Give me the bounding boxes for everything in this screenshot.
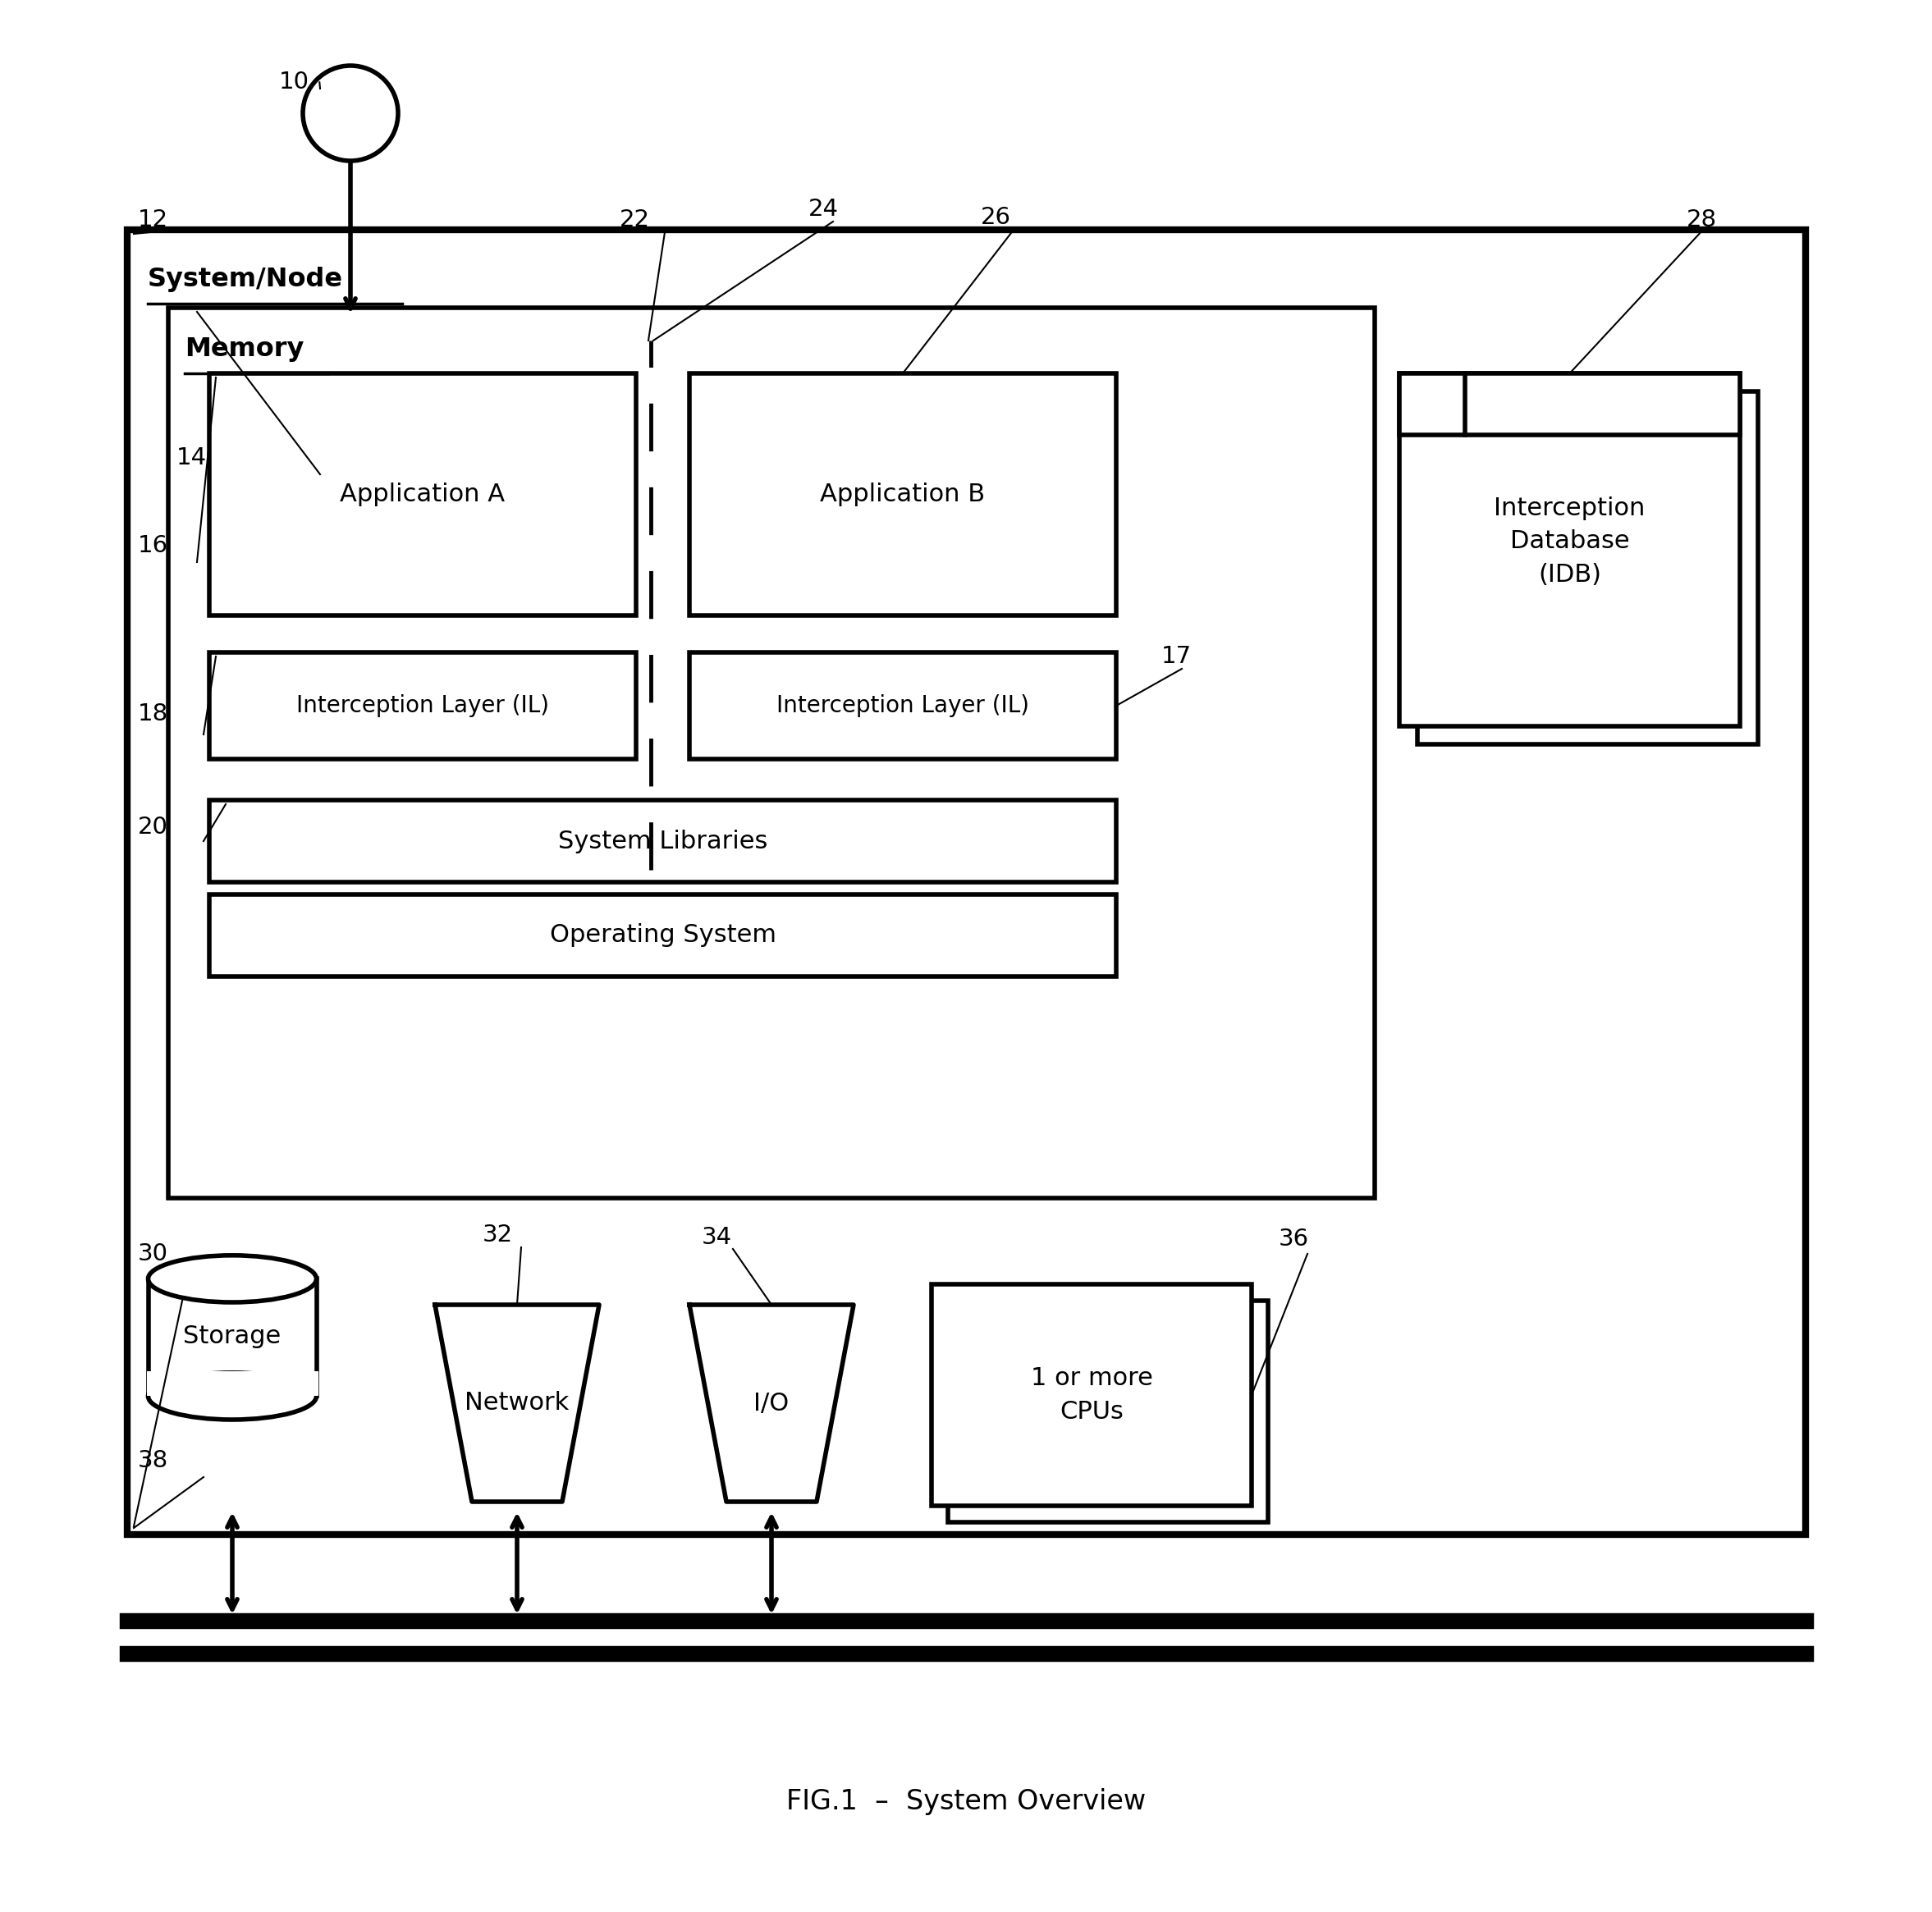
Text: 24: 24 (808, 197, 838, 220)
Text: Memory: Memory (185, 337, 303, 361)
Text: Interception Layer (IL): Interception Layer (IL) (296, 694, 549, 717)
Text: 14: 14 (176, 445, 207, 468)
Text: 38: 38 (137, 1449, 168, 1472)
Bar (209, 895, 1117, 977)
Bar (168, 308, 1376, 1199)
Text: 20: 20 (137, 816, 168, 839)
Bar (931, 1285, 1252, 1507)
Bar (690, 652, 1117, 759)
Ellipse shape (149, 1373, 317, 1419)
Bar (209, 799, 1117, 881)
Bar (209, 373, 636, 616)
Text: 34: 34 (701, 1226, 732, 1249)
Text: Interception
Database
(IDB): Interception Database (IDB) (1493, 497, 1646, 587)
Text: System Libraries: System Libraries (558, 830, 767, 853)
Text: 12: 12 (137, 208, 168, 231)
Bar (1418, 392, 1758, 744)
Text: Application B: Application B (821, 482, 985, 507)
Ellipse shape (149, 1256, 317, 1302)
Bar (1399, 373, 1741, 434)
Text: FIG.1  –  System Overview: FIG.1 – System Overview (786, 1788, 1146, 1814)
Text: 10: 10 (278, 71, 309, 94)
Bar (147, 1371, 319, 1396)
Text: I/O: I/O (753, 1392, 790, 1415)
Text: Network: Network (466, 1392, 570, 1415)
Bar (209, 652, 636, 759)
Text: Storage: Storage (184, 1325, 282, 1348)
Text: 32: 32 (483, 1224, 514, 1247)
Text: System/Node: System/Node (147, 266, 344, 293)
Text: 36: 36 (1279, 1228, 1310, 1250)
Text: 18: 18 (137, 702, 168, 725)
Bar (128, 229, 1806, 1535)
Text: Operating System: Operating System (549, 923, 777, 946)
Bar (1399, 373, 1741, 727)
Text: Application A: Application A (340, 482, 504, 507)
Text: 30: 30 (137, 1243, 168, 1266)
Text: 22: 22 (620, 208, 649, 231)
Text: 26: 26 (981, 206, 1010, 229)
Text: 17: 17 (1161, 644, 1192, 667)
Text: 1 or more
CPUs: 1 or more CPUs (1030, 1367, 1153, 1424)
Text: 16: 16 (137, 533, 168, 556)
Text: 28: 28 (1687, 208, 1718, 231)
Bar (690, 373, 1117, 616)
Text: Interception Layer (IL): Interception Layer (IL) (777, 694, 1030, 717)
Bar (949, 1300, 1267, 1522)
